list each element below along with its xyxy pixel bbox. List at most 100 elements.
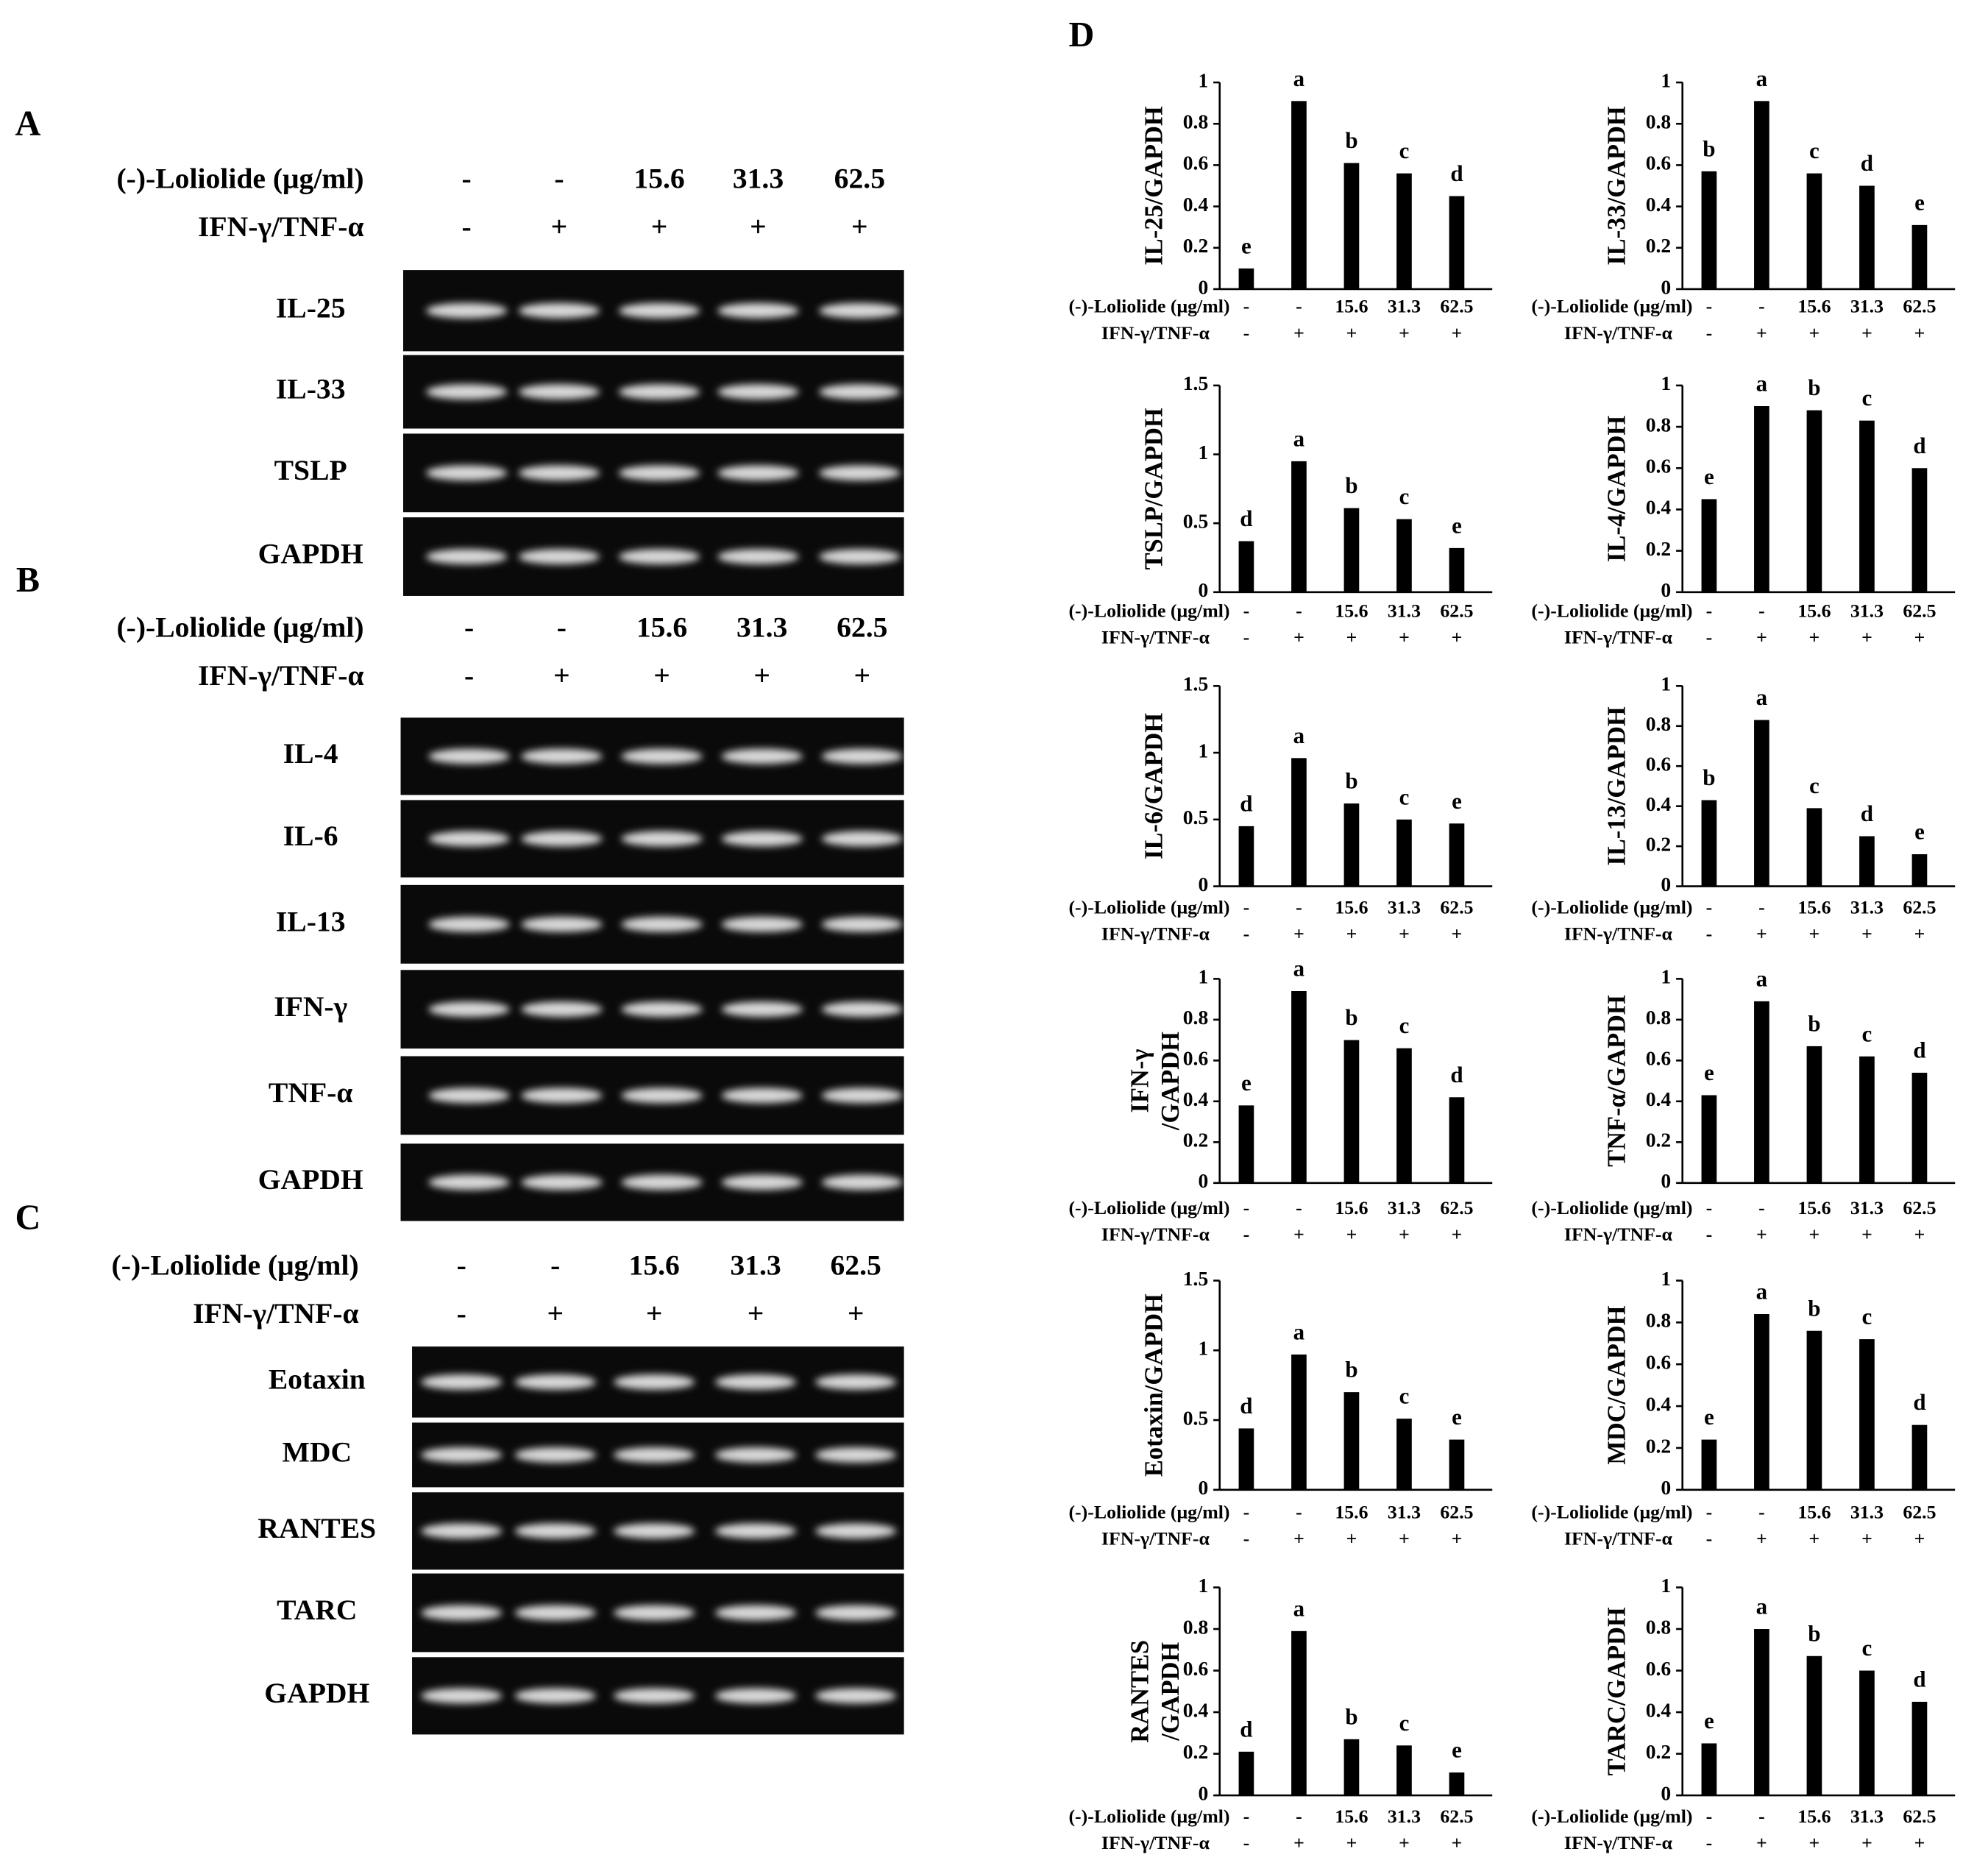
gene-label: Eotaxin: [269, 1363, 366, 1395]
category-name: IFN-γ/TNF-α: [1101, 1224, 1210, 1245]
significance-letter: c: [1862, 385, 1872, 411]
gel-band: [426, 465, 508, 481]
significance-letter: e: [1704, 1060, 1714, 1085]
y-tick-label: 0.2: [1646, 234, 1671, 257]
gene-label: IL-13: [276, 905, 346, 937]
significance-letter: a: [1756, 1279, 1768, 1305]
significance-letter: b: [1703, 135, 1715, 161]
gel-band: [614, 1605, 695, 1621]
y-tick-label: 0.4: [1646, 1698, 1672, 1721]
category-name: IFN-γ/TNF-α: [1101, 1528, 1210, 1550]
x-tick-label-2: +: [1346, 1528, 1357, 1550]
category-name: (-)-Loliolide (μg/ml): [1531, 1501, 1692, 1522]
x-tick-label: 31.3: [1850, 296, 1884, 317]
significance-letter: a: [1293, 1318, 1305, 1344]
x-tick-label-2: -: [1243, 923, 1250, 945]
gel-band: [821, 1001, 903, 1018]
y-tick-label: 1: [1661, 1574, 1671, 1597]
significance-letter: b: [1808, 375, 1820, 400]
bar: [1911, 1072, 1928, 1183]
category-name: IFN-γ/TNF-α: [1101, 322, 1210, 344]
x-tick-label: -: [1296, 897, 1302, 918]
lane-label: 31.3: [733, 163, 784, 195]
bar: [1396, 1048, 1412, 1183]
x-tick-label: 62.5: [1903, 897, 1936, 918]
y-tick-label: 1: [1661, 68, 1671, 91]
gene-label: IL-4: [283, 737, 338, 770]
x-tick-label: 15.6: [1797, 1501, 1831, 1522]
y-axis-title: IL-33/GAPDH: [1602, 106, 1630, 265]
gel-band: [621, 1087, 703, 1104]
significance-letter: a: [1293, 723, 1305, 748]
gel-band: [714, 1523, 797, 1539]
lane-label: -: [464, 611, 474, 644]
lane-label: -: [462, 163, 472, 195]
bar: [1701, 1439, 1717, 1490]
x-tick-label: 15.6: [1335, 1197, 1368, 1218]
y-tick-label: 0: [1198, 578, 1208, 601]
panel-label: D: [1068, 15, 1094, 54]
significance-letter: e: [1452, 1404, 1462, 1430]
x-tick-label-2: +: [1293, 322, 1304, 344]
y-tick-label: 0.6: [1646, 1657, 1671, 1680]
y-axis-title: TARC/GAPDH: [1602, 1607, 1630, 1775]
x-tick-label: 31.3: [1850, 1197, 1884, 1218]
y-tick-label: 0: [1661, 873, 1671, 895]
significance-letter: e: [1241, 1070, 1252, 1096]
gel-band: [521, 748, 603, 764]
gel-band: [521, 1087, 603, 1104]
lane-label: -: [550, 1249, 560, 1281]
x-tick-label-2: +: [1452, 1832, 1463, 1853]
x-tick-label: 15.6: [1335, 296, 1368, 317]
bar: [1396, 819, 1412, 887]
x-tick-label: -: [1706, 1806, 1713, 1827]
y-tick-label: 0.8: [1183, 1006, 1208, 1029]
lane-label: 15.6: [636, 611, 687, 644]
lane-label: 31.3: [736, 611, 787, 644]
x-tick-label-2: +: [1914, 626, 1925, 647]
lane-label: +: [651, 210, 668, 243]
x-tick-label: -: [1758, 600, 1765, 621]
x-tick-label-2: +: [1293, 626, 1304, 647]
x-tick-label: -: [1706, 296, 1713, 317]
gel-band: [821, 748, 903, 764]
x-tick-label: 62.5: [1903, 600, 1936, 621]
category-name: IFN-γ/TNF-α: [1564, 1224, 1673, 1245]
x-tick-label-2: +: [1346, 1224, 1357, 1245]
x-tick-label: -: [1243, 600, 1250, 621]
x-tick-label: 62.5: [1903, 1501, 1936, 1522]
gel-band: [514, 1688, 596, 1704]
x-tick-label: -: [1243, 1806, 1250, 1827]
gene-label: IL-6: [283, 820, 338, 852]
x-tick-label: 31.3: [1388, 897, 1421, 918]
x-tick-label-2: -: [1706, 1224, 1713, 1245]
significance-letter: c: [1862, 1635, 1872, 1661]
x-tick-label: -: [1758, 1197, 1765, 1218]
gene-label: TARC: [277, 1594, 357, 1626]
x-tick-label: 15.6: [1797, 1806, 1831, 1827]
category-name: IFN-γ/TNF-α: [1101, 923, 1210, 945]
bar: [1396, 1419, 1412, 1490]
y-tick-label: 0.5: [1183, 1406, 1208, 1429]
y-tick-label: 0.4: [1183, 1698, 1209, 1721]
bar: [1911, 1424, 1928, 1490]
bar: [1449, 547, 1465, 592]
gene-label: IFN-γ: [274, 990, 347, 1023]
bar: [1859, 1339, 1875, 1490]
bar: [1911, 224, 1928, 289]
gel-band: [421, 1688, 503, 1704]
x-tick-label: 62.5: [1440, 296, 1473, 317]
significance-letter: e: [1704, 1404, 1714, 1430]
significance-letter: c: [1399, 1012, 1410, 1038]
x-tick-label-2: +: [1399, 1224, 1410, 1245]
x-tick-label: 31.3: [1388, 600, 1421, 621]
gel-band: [819, 549, 901, 564]
bar: [1449, 196, 1465, 289]
bar: [1238, 1105, 1254, 1183]
gel-band: [421, 1523, 503, 1539]
category-name: IFN-γ/TNF-α: [1564, 626, 1673, 647]
gel-band: [821, 1087, 903, 1104]
bar: [1343, 508, 1360, 592]
category-name: (-)-Loliolide (μg/ml): [1531, 1806, 1692, 1827]
lane-label: +: [653, 659, 670, 692]
